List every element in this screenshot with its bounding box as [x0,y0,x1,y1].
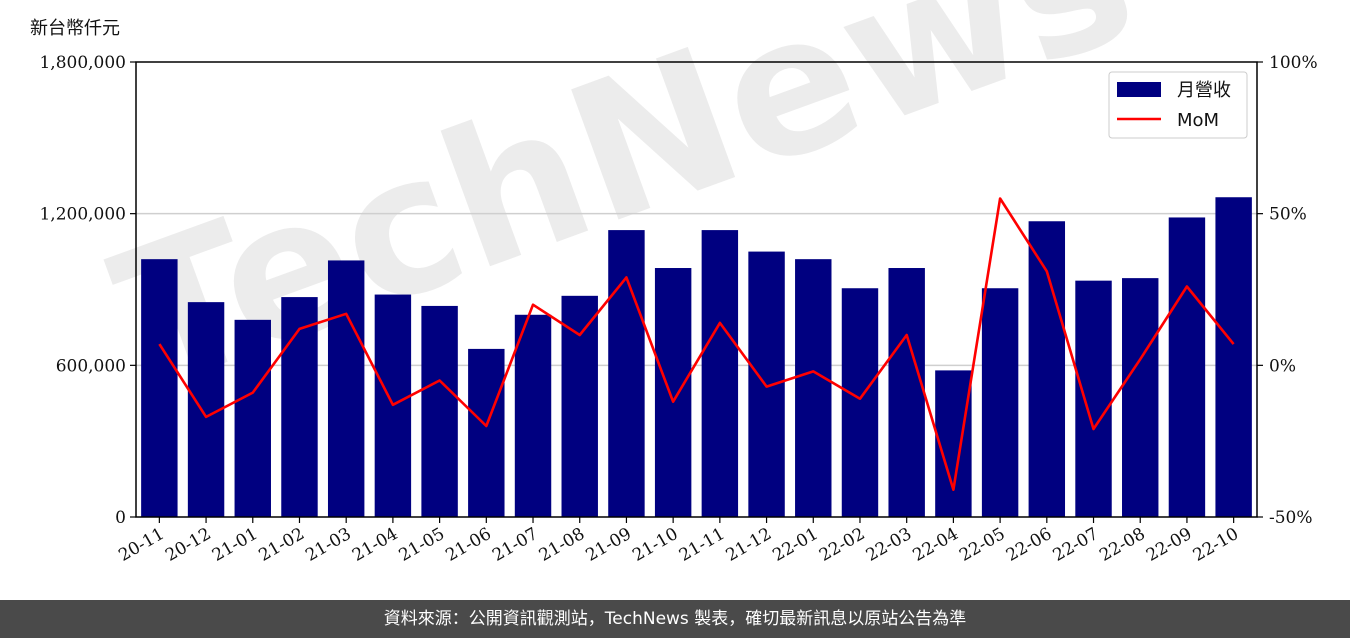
x-tick-label-22-08: 22-08 [1096,524,1148,566]
bar-22-06 [1028,221,1066,517]
legend-label-revenue: 月營收 [1177,80,1231,101]
bar-21-08 [561,295,598,517]
bar-21-03 [327,260,365,517]
y-left-tick-label: 0 [115,508,126,528]
plot-frame [135,61,1258,518]
x-tick-label-21-01: 21-01 [209,524,261,566]
x-tick-label-21-02: 21-02 [256,524,308,566]
y-left-tick-label: 600,000 [56,356,126,376]
x-tick-label-21-05: 21-05 [396,524,448,566]
x-tick-label-22-07: 22-07 [1050,524,1102,566]
bar-21-07 [514,314,552,517]
legend-swatch-bar [1117,82,1161,97]
mom-line [158,197,1235,492]
bar-22-01 [795,259,832,517]
bar-22-07 [1075,280,1112,517]
y-left-tick-label: 1,800,000 [39,53,126,73]
x-tick-label-21-09: 21-09 [582,524,634,566]
bar-20-11 [141,259,178,517]
legend-label-mom: MoM [1177,110,1219,131]
bar-21-09 [608,230,645,517]
bar-21-02 [281,297,318,517]
x-tick-label-21-03: 21-03 [302,524,354,566]
bar-21-05 [421,305,458,517]
y-right-tick-label: -50% [1269,508,1313,528]
bar-21-01 [234,319,271,517]
source-footer: 資料來源：公開資訊觀測站，TechNews 製表，確切最新訊息以原站公告為準 [0,600,1350,638]
x-tick-label-20-12: 20-12 [162,524,214,566]
x-tick-label-21-07: 21-07 [489,524,541,566]
chart: TechNews 0600,0001,200,0001,800,000-50%0… [39,0,1318,566]
x-tick-label-22-03: 22-03 [863,524,915,566]
x-tick-label-21-11: 21-11 [676,524,728,566]
y-left-tick-label: 1,200,000 [39,205,126,225]
y-right-tick-label: 100% [1269,53,1318,73]
x-tick-label-22-02: 22-02 [816,524,868,566]
bar-21-11 [701,230,739,517]
bar-21-06 [468,348,505,517]
bar-22-08 [1122,278,1159,517]
bar-21-10 [654,268,692,517]
x-tick-label-20-11: 20-11 [115,524,167,566]
y-axis-unit-label: 新台幣仟元 [30,18,120,39]
x-tick-label-22-01: 22-01 [769,524,821,566]
bar-22-02 [841,288,879,517]
x-tick-label-21-06: 21-06 [442,524,494,566]
bar-22-10 [1215,197,1252,517]
bar-22-03 [888,268,925,517]
x-tick-label-21-04: 21-04 [349,524,401,566]
bar-21-12 [748,251,785,518]
bar-22-05 [981,288,1019,517]
x-tick-label-22-04: 22-04 [909,524,961,566]
x-tick-label-22-09: 22-09 [1143,524,1195,566]
x-tick-label-22-05: 22-05 [956,524,1008,566]
x-tick-label-21-08: 21-08 [536,524,588,566]
y-right-tick-label: 50% [1269,205,1307,225]
y-right-tick-label: 0% [1269,356,1296,376]
x-tick-label-22-10: 22-10 [1190,524,1242,566]
bar-22-04 [935,370,972,517]
x-tick-label-21-10: 21-10 [629,524,681,566]
x-tick-label-22-06: 22-06 [1003,524,1055,566]
bar-22-09 [1168,217,1206,518]
x-tick-label-21-12: 21-12 [723,524,775,566]
